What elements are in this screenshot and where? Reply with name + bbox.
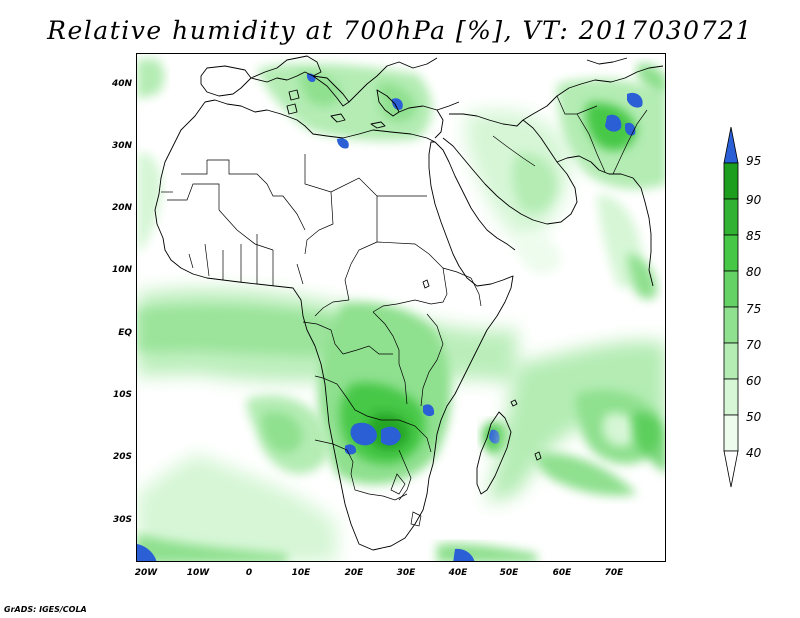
colorbar-cell	[723, 378, 739, 416]
lon-label: 60E	[552, 568, 572, 578]
colorbar-level-label: 75	[746, 302, 762, 316]
lat-label: 30N	[111, 141, 132, 151]
colorbar-cell	[723, 342, 739, 380]
lon-label: 10W	[186, 568, 210, 578]
coastlines	[154, 55, 664, 551]
lon-label: 0	[245, 568, 253, 578]
colorbar	[723, 127, 739, 488]
lat-label: 30S	[112, 515, 132, 525]
map-panel	[136, 53, 666, 562]
colorbar-level-label: 40	[746, 446, 762, 460]
colorbar-top-arrow	[723, 127, 739, 164]
lon-label: 20E	[344, 568, 364, 578]
lat-label: 20N	[111, 203, 132, 213]
colorbar-level-label: 70	[746, 338, 762, 352]
country-borders	[161, 95, 648, 527]
lat-label: 10S	[112, 390, 132, 400]
humidity-shading	[137, 59, 665, 561]
colorbar-level-label: 95	[746, 154, 762, 168]
colorbar-level-label: 60	[746, 374, 762, 388]
colorbar-cell	[723, 306, 739, 344]
colorbar-level-label: 85	[746, 229, 762, 243]
footer-credit: GrADS: IGES/COLA	[4, 605, 87, 614]
colorbar-level-label: 50	[746, 410, 762, 424]
map-title: Relative humidity at 700hPa [%], VT: 201…	[47, 16, 753, 45]
lon-label: 50E	[499, 568, 519, 578]
colorbar-cell	[723, 270, 739, 308]
lon-label: 20W	[134, 568, 158, 578]
colorbar-cell	[723, 414, 739, 452]
colorbar-bottom-arrow	[723, 450, 739, 488]
lon-label: 30E	[396, 568, 416, 578]
colorbar-cell	[723, 234, 739, 272]
colorbar-level-label: 90	[746, 193, 762, 207]
humidity-map	[137, 55, 665, 561]
colorbar-cell	[723, 162, 739, 200]
lon-label: 70E	[604, 568, 624, 578]
lat-label: EQ	[118, 328, 132, 338]
lat-label: 40N	[111, 79, 132, 89]
colorbar-cell	[723, 198, 739, 236]
lat-label: 20S	[112, 452, 132, 462]
lon-label: 10E	[291, 568, 311, 578]
lon-label: 40E	[448, 568, 468, 578]
colorbar-level-label: 80	[746, 265, 762, 279]
lat-label: 10N	[111, 265, 132, 275]
